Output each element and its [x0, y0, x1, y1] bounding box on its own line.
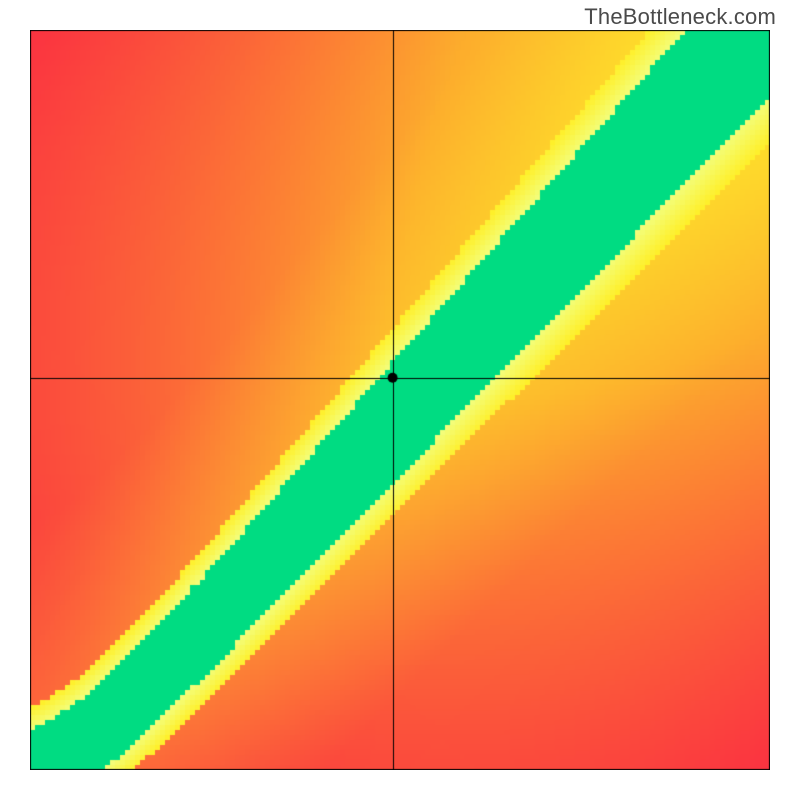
- chart-container: TheBottleneck.com: [0, 0, 800, 800]
- bottleneck-heatmap: [30, 30, 770, 770]
- watermark-text: TheBottleneck.com: [584, 4, 776, 30]
